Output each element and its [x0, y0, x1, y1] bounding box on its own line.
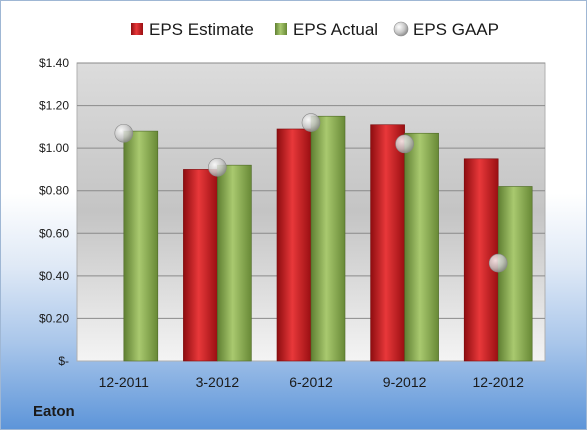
x-tick-label: 9-2012: [383, 374, 427, 390]
legend-label: EPS GAAP: [413, 20, 499, 39]
marker-eps-gaap: [395, 134, 414, 154]
marker-eps-gaap: [488, 253, 508, 273]
y-axis-ticks: $- $0.20 $0.40 $0.60 $0.80 $1.00 $1.20 $1.40: [39, 56, 69, 368]
legend: EPS Estimate EPS Actual EPS GAAP: [131, 20, 499, 39]
legend-swatch: [131, 23, 143, 35]
legend-swatch: [275, 23, 287, 35]
y-tick-label: $0.60: [39, 226, 69, 240]
x-tick-label: 12-2012: [473, 374, 525, 390]
bar-eps-actual: [217, 164, 252, 362]
marker-eps-gaap: [301, 113, 321, 132]
y-tick-label: $0.40: [39, 269, 69, 283]
bar-eps-estimate: [276, 128, 312, 362]
bars: [123, 115, 533, 362]
y-tick-label: $-: [58, 354, 69, 368]
bar-eps-actual: [497, 186, 533, 362]
x-axis-ticks: 12-2011 3-2012 6-2012 9-2012 12-2012: [99, 374, 524, 390]
x-tick-label: 6-2012: [289, 374, 333, 390]
bar-eps-estimate: [370, 124, 405, 362]
marker-eps-gaap: [208, 158, 227, 177]
x-tick-label: 3-2012: [196, 374, 240, 390]
marker-eps-gaap: [114, 123, 134, 143]
bar-eps-actual: [404, 132, 439, 362]
company-name: Eaton: [33, 403, 75, 420]
bar-eps-estimate: [183, 169, 218, 362]
legend-swatch: [393, 21, 409, 37]
bar-eps-actual: [123, 130, 159, 362]
y-tick-label: $1.00: [39, 141, 69, 155]
y-tick-label: $1.40: [39, 56, 69, 70]
y-tick-label: $0.80: [39, 184, 69, 198]
y-tick-label: $0.20: [39, 311, 69, 325]
legend-label: EPS Estimate: [149, 20, 254, 39]
y-tick-label: $1.20: [39, 99, 69, 113]
legend-label: EPS Actual: [293, 20, 378, 39]
x-tick-label: 12-2011: [99, 374, 150, 390]
gaap-markers: [114, 113, 508, 273]
bar-eps-actual: [310, 115, 346, 362]
